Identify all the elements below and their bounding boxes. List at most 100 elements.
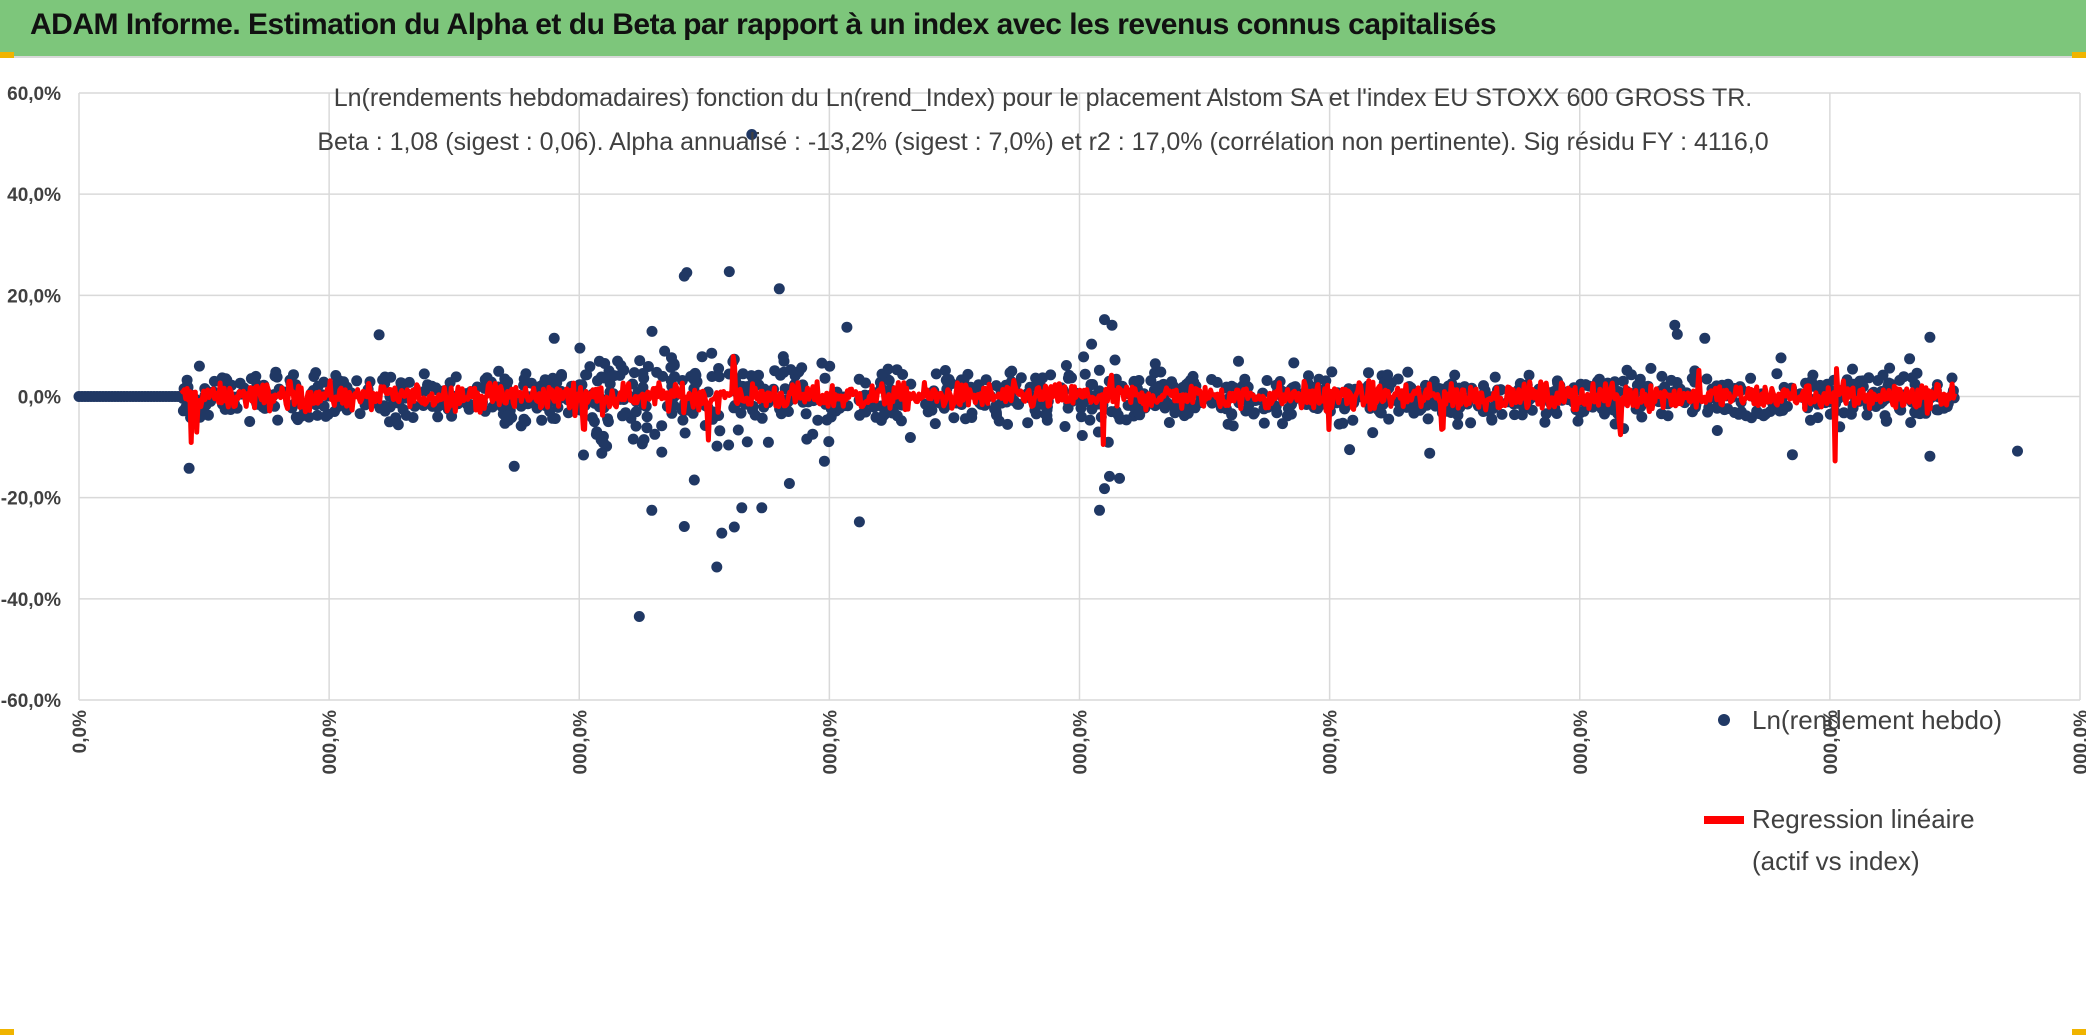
- data-point: [578, 449, 589, 461]
- data-point: [1248, 408, 1260, 420]
- data-point: [450, 371, 462, 383]
- data-point-outlier: [656, 446, 668, 458]
- data-point-outlier: [1344, 444, 1356, 456]
- data-point: [696, 351, 708, 363]
- data-point: [677, 414, 689, 426]
- data-point: [1771, 368, 1783, 380]
- data-point: [1913, 407, 1925, 419]
- data-point: [1110, 405, 1122, 417]
- data-point: [1496, 408, 1508, 420]
- data-point: [1084, 414, 1096, 426]
- data-point: [775, 408, 787, 420]
- data-point: [904, 432, 916, 443]
- data-point-outlier: [183, 462, 195, 474]
- data-point-outlier: [1104, 470, 1115, 482]
- data-point: [819, 372, 831, 384]
- data-point-outlier: [1106, 319, 1118, 331]
- legend-label-regression-line1: Regression linéaire: [1752, 804, 1975, 834]
- data-point: [689, 367, 701, 379]
- data-point-outlier: [723, 266, 735, 278]
- data-point: [637, 368, 649, 379]
- data-point: [193, 360, 205, 372]
- data-point: [1645, 362, 1657, 374]
- data-point: [1465, 417, 1477, 429]
- data-point: [1751, 405, 1763, 417]
- data-point: [403, 376, 415, 388]
- data-point-outlier: [1099, 483, 1110, 495]
- data-point: [1326, 366, 1338, 378]
- data-point: [1149, 358, 1161, 370]
- y-tick-label: 20,0%: [7, 286, 61, 307]
- data-point-outlier: [711, 561, 723, 573]
- data-point: [584, 361, 596, 373]
- data-point-outlier: [373, 329, 385, 341]
- data-point: [778, 355, 790, 367]
- data-point: [536, 414, 548, 426]
- data-point: [1078, 351, 1090, 363]
- data-point: [481, 372, 493, 384]
- data-point: [1946, 372, 1958, 384]
- data-point: [796, 362, 808, 374]
- data-point: [1402, 366, 1414, 378]
- legend-label-regression-line2: (actif vs index): [1752, 846, 1920, 876]
- data-point: [876, 368, 888, 380]
- data-point: [637, 381, 649, 393]
- data-point-outlier: [633, 611, 645, 622]
- data-point: [1109, 354, 1121, 366]
- legend: Ln(rendement hebdo) Regression linéaire …: [1704, 705, 2002, 876]
- data-point: [1120, 414, 1132, 426]
- data-point-outlier: [1669, 319, 1681, 331]
- data-point: [595, 371, 607, 383]
- data-point-outlier: [1094, 504, 1105, 516]
- data-point: [1486, 414, 1498, 426]
- data-point: [330, 370, 342, 381]
- data-point: [1509, 409, 1520, 421]
- data-point: [1861, 409, 1873, 421]
- data-point: [1075, 411, 1087, 423]
- data-point: [756, 412, 768, 424]
- data-point: [823, 436, 835, 448]
- data-point: [1093, 364, 1105, 376]
- data-point: [711, 440, 723, 452]
- data-point: [649, 428, 661, 440]
- data-point: [1347, 414, 1359, 426]
- data-point: [1775, 352, 1787, 364]
- data-point-outlier: [746, 129, 758, 140]
- data-point: [1812, 412, 1824, 424]
- data-point-outlier: [1424, 447, 1436, 459]
- data-point: [1662, 410, 1674, 422]
- data-point: [1740, 410, 1752, 422]
- data-point-outlier: [591, 426, 603, 438]
- data-point: [1261, 375, 1273, 386]
- data-point: [1516, 409, 1528, 421]
- data-point: [1128, 375, 1140, 387]
- data-point: [1539, 416, 1551, 428]
- data-point: [1382, 369, 1394, 381]
- data-point: [1760, 408, 1772, 420]
- data-point: [608, 370, 620, 382]
- data-point: [1489, 371, 1501, 383]
- data-point-outlier: [728, 521, 740, 533]
- data-point: [422, 379, 433, 391]
- corner-marker-bottom-left: [0, 1029, 14, 1035]
- data-point: [1258, 417, 1270, 429]
- data-point-outlier: [1924, 331, 1936, 343]
- data-point: [1665, 374, 1677, 386]
- data-point: [990, 405, 1002, 417]
- chart-title-line2: Beta : 1,08 (sigest : 0,06). Alpha annua…: [317, 128, 1768, 156]
- data-point: [1523, 369, 1535, 381]
- y-tick-label: -40,0%: [1, 590, 61, 611]
- x-tick-label: 000,0%: [1321, 710, 1342, 775]
- data-point: [1060, 360, 1072, 371]
- data-point: [390, 414, 402, 426]
- data-point: [816, 357, 828, 369]
- data-point: [1155, 366, 1167, 378]
- data-point: [1166, 376, 1178, 388]
- data-point: [318, 376, 330, 388]
- data-point: [634, 355, 646, 367]
- data-point: [1271, 407, 1283, 419]
- data-point: [713, 371, 725, 383]
- data-point: [599, 358, 611, 369]
- data-point: [1013, 398, 1025, 410]
- data-point: [1363, 367, 1374, 379]
